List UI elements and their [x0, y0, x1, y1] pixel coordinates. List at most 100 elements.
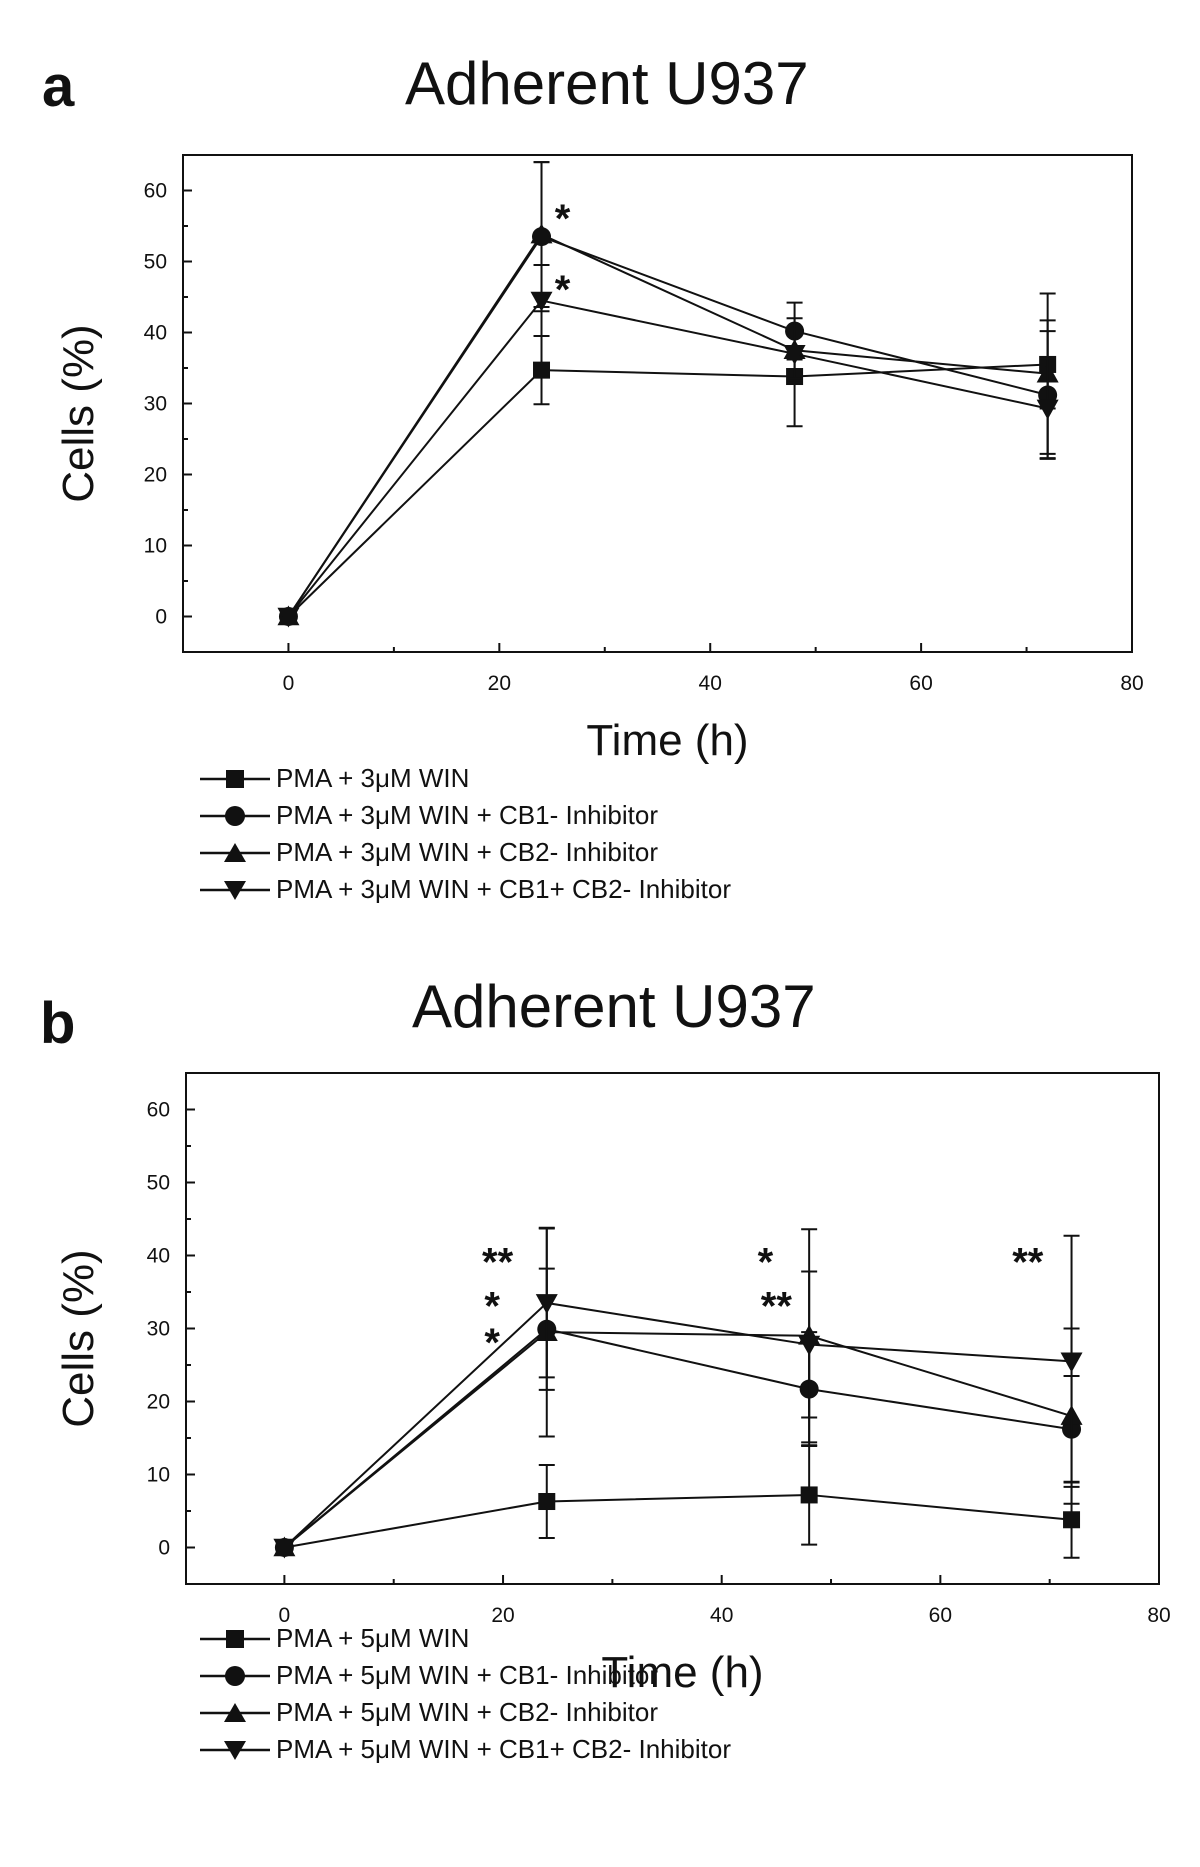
chart-title: Adherent U937	[405, 50, 809, 117]
legend-item: PMA + 3μM WIN	[200, 760, 731, 797]
legend-label: PMA + 5μM WIN + CB1- Inhibitor	[276, 1660, 658, 1690]
significance-annotation: *	[555, 268, 571, 312]
series-line	[287, 299, 1048, 618]
y-axis-label: Cells (%)	[54, 1249, 103, 1427]
y-tick-label: 10	[147, 1464, 170, 1487]
data-point	[530, 291, 553, 312]
legend-label: PMA + 3μM WIN	[276, 763, 470, 793]
x-tick-label: 20	[488, 672, 511, 695]
data-point	[1060, 1352, 1083, 1373]
panel-a: 0 20 40 60 80 0 10 20 30 40 50 60 Time (h) Cells (%) *…	[0, 0, 1200, 933]
y-tick-label: 50	[144, 251, 167, 274]
series-line	[287, 235, 1048, 618]
series-line	[287, 233, 1048, 618]
chart-title: Adherent U937	[412, 973, 816, 1040]
legend-triangle-down-marker-icon	[200, 880, 270, 900]
series-circle	[278, 161, 1058, 626]
legend-label: PMA + 3μM WIN + CB2- Inhibitor	[276, 837, 658, 867]
series-square	[279, 319, 1057, 625]
panel-b: 0 20 40 60 80 0 10 20 30 40 50 60 Time (h) Cells (%) *…	[0, 933, 1200, 1867]
data-point	[273, 1538, 296, 1559]
legend-item: PMA + 3μM WIN + CB1+ CB2- Inhibitor	[200, 871, 731, 908]
series-line	[287, 363, 1048, 618]
y-tick-label: 40	[144, 322, 167, 345]
significance-annotation: **	[761, 1284, 793, 1328]
x-tick-label: 20	[491, 1604, 514, 1627]
x-tick-label: 60	[929, 1604, 952, 1627]
data-point	[530, 223, 553, 244]
y-tick-label: 20	[147, 1391, 170, 1414]
y-tick-label: 40	[147, 1245, 170, 1268]
legend-triangle-up-marker-icon	[200, 842, 270, 862]
y-tick-label: 50	[147, 1172, 170, 1195]
y-tick-label: 0	[155, 606, 167, 629]
series-line	[283, 1301, 1072, 1549]
series-line	[284, 1493, 1072, 1549]
series-triangle-up	[277, 161, 1059, 626]
significance-annotation: *	[484, 1321, 500, 1365]
y-tick-label: 60	[144, 180, 167, 203]
data-point	[783, 345, 806, 365]
data-point	[1063, 1511, 1081, 1529]
y-tick-label: 30	[147, 1318, 170, 1341]
legend-label: PMA + 5μM WIN + CB2- Inhibitor	[276, 1697, 658, 1727]
legend-circle-marker-icon	[200, 1665, 270, 1686]
data-point	[277, 607, 300, 628]
y-tick-label: 0	[158, 1537, 170, 1560]
legend-item: PMA + 5μM WIN + CB1+ CB2- Inhibitor	[200, 1731, 731, 1768]
chart-a: 0 20 40 60 80 0 10 20 30 40 50 60 Time (h) Cells (%) *…	[54, 154, 1144, 765]
legend-item: PMA + 5μM WIN + CB2- Inhibitor	[200, 1694, 731, 1731]
series-line	[283, 1331, 1072, 1549]
legend-item: PMA + 5μM WIN	[200, 1620, 731, 1657]
legend-triangle-up-marker-icon	[200, 1702, 270, 1722]
significance-annotation: *	[555, 197, 571, 241]
legend-item: PMA + 5μM WIN + CB1- Inhibitor	[200, 1657, 731, 1694]
x-tick-label: 60	[909, 672, 932, 695]
series-triangle-down	[277, 264, 1059, 628]
x-tick-label: 0	[279, 1604, 291, 1627]
chart-b: 0 20 40 60 80 0 10 20 30 40 50 60 Time (h) Cells (%) *…	[54, 1072, 1171, 1697]
legend-label: PMA + 3μM WIN + CB1+ CB2- Inhibitor	[276, 874, 731, 904]
significance-annotation: **	[482, 1241, 514, 1285]
legend-square-marker-icon	[200, 1629, 270, 1648]
legend-triangle-down-marker-icon	[200, 1740, 270, 1760]
legend-label: PMA + 5μM WIN	[276, 1623, 470, 1653]
x-tick-label: 0	[283, 672, 295, 695]
data-point	[800, 1486, 818, 1504]
legend-square-marker-icon	[200, 769, 270, 788]
y-tick-label: 10	[144, 535, 167, 558]
x-tick-label: 80	[1120, 672, 1143, 695]
plot-frame	[182, 154, 1133, 653]
y-axis-label: Cells (%)	[54, 324, 103, 502]
y-tick-label: 60	[147, 1099, 170, 1122]
data-point	[535, 1294, 558, 1314]
significance-annotation: *	[758, 1241, 774, 1285]
legend-item: PMA + 3μM WIN + CB2- Inhibitor	[200, 834, 731, 871]
y-tick-label: 30	[144, 393, 167, 416]
x-tick-label: 80	[1147, 1604, 1170, 1627]
series-triangle-down	[273, 1227, 1083, 1559]
series-square	[275, 1444, 1081, 1559]
y-tick-label: 20	[144, 464, 167, 487]
legend-label: PMA + 5μM WIN + CB1+ CB2- Inhibitor	[276, 1734, 731, 1764]
x-tick-label: 40	[710, 1604, 733, 1627]
series-circle	[274, 1267, 1082, 1557]
legend-item: PMA + 3μM WIN + CB1- Inhibitor	[200, 797, 731, 834]
data-point	[798, 1335, 821, 1356]
significance-annotation: **	[1012, 1241, 1044, 1285]
series-line	[283, 1328, 1072, 1549]
data-point	[538, 1493, 556, 1511]
series-triangle-up	[273, 1226, 1083, 1557]
data-point	[1036, 399, 1059, 420]
x-axis-label: Time (h)	[601, 1648, 763, 1697]
data-point	[533, 361, 551, 379]
x-axis-label: Time (h)	[586, 716, 748, 765]
significance-annotation: *	[484, 1284, 500, 1328]
legend-circle-marker-icon	[200, 805, 270, 826]
legend: PMA + 3μM WIN PMA + 3μM WIN + CB1- Inhib…	[200, 760, 731, 908]
legend: PMA + 5μM WIN PMA + 5μM WIN + CB1- Inhib…	[200, 1620, 731, 1768]
panel-label: a	[42, 54, 75, 119]
panel-label: b	[40, 991, 76, 1056]
x-tick-label: 40	[699, 672, 722, 695]
legend-label: PMA + 3μM WIN + CB1- Inhibitor	[276, 800, 658, 830]
